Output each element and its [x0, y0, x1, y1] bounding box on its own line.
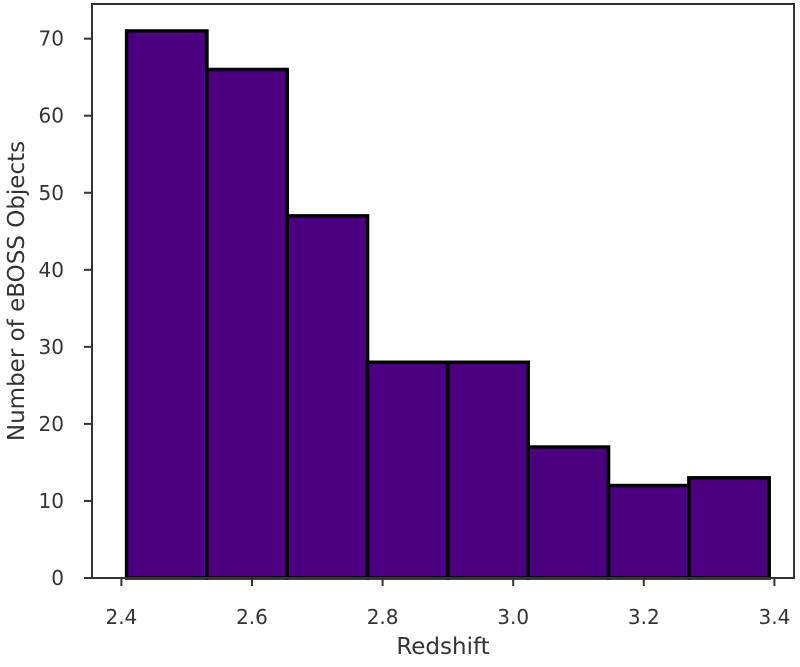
y-tick-label: 60 [39, 104, 64, 128]
y-tick-label: 50 [39, 181, 64, 205]
x-tick-label: 2.8 [367, 605, 399, 629]
y-tick-label: 70 [39, 27, 64, 51]
y-tick-label: 20 [39, 412, 64, 436]
histogram-bar [687, 476, 771, 580]
y-tick-label: 10 [39, 489, 64, 513]
x-tick-label: 3.4 [759, 605, 791, 629]
histogram-bar [365, 360, 450, 580]
y-tick-label: 30 [39, 335, 64, 359]
x-tick-label: 3.2 [628, 605, 660, 629]
histogram-bar [124, 29, 209, 580]
histogram-bar [205, 67, 289, 580]
histogram-bar [606, 483, 691, 580]
x-tick-label: 3.0 [497, 605, 529, 629]
x-tick-label: 2.6 [236, 605, 268, 629]
histogram-bar [526, 445, 611, 580]
x-axis-ticks: 2.4 2.6 2.8 3.0 3.2 3.4 [105, 578, 790, 629]
x-tick-label: 2.4 [105, 605, 137, 629]
y-axis-ticks: 0 10 20 30 40 50 60 70 [39, 27, 92, 590]
histogram-bar [446, 360, 530, 580]
bars-group [124, 29, 771, 580]
histogram-bar [285, 214, 370, 580]
y-tick-label: 40 [39, 258, 64, 282]
y-tick-label: 0 [51, 566, 64, 590]
x-axis-label: Redshift [396, 634, 489, 660]
y-axis-label: Number of eBOSS Objects [4, 141, 30, 441]
plot-frame [91, 3, 795, 579]
